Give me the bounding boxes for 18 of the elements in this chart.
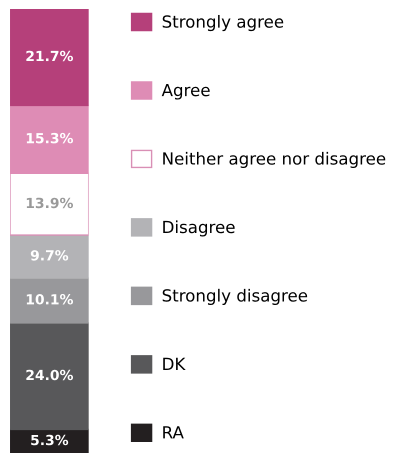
legend-label: Agree (162, 84, 210, 100)
legend-label: Disagree (163, 220, 235, 236)
legend-label: Neither agree nor disagree (163, 152, 386, 168)
data-label: 15.3% (26, 132, 74, 144)
bar (10, 9, 89, 106)
data-label: 13.9% (26, 198, 74, 208)
data-label: 9.7% (30, 250, 68, 261)
bar (10, 277, 89, 324)
data-label: 10.1% (26, 294, 74, 305)
legend-label: DK (163, 358, 186, 370)
legend-label: RA (163, 426, 184, 438)
bar (10, 234, 89, 279)
legend-label: Strongly agree (162, 14, 284, 32)
data-label: 21.7% (26, 50, 74, 62)
legend-label: Strongly disagree (162, 288, 308, 305)
data-label: 24.0% (26, 370, 74, 380)
bar (10, 322, 89, 430)
data-label: 5.3% (31, 434, 68, 446)
